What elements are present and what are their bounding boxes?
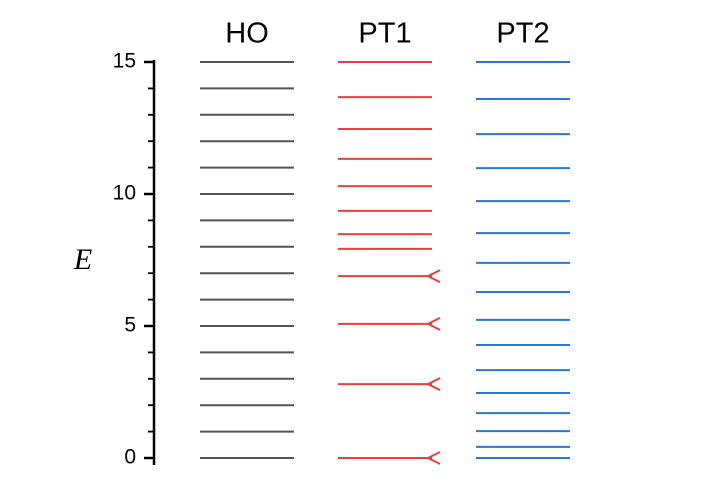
column-label: PT2 [496,18,549,50]
y-tick-label: 0 [124,446,136,469]
column-label: PT1 [358,18,411,50]
y-tick-label: 10 [113,182,136,205]
level-fork [427,269,441,283]
y-tick-label: 15 [113,50,136,73]
level-fork [427,316,441,331]
y-tick-label: 5 [124,314,136,337]
level-fork [427,377,441,391]
level-fork [427,451,441,465]
column-label: HO [225,18,269,50]
y-axis-label: E [73,243,92,276]
